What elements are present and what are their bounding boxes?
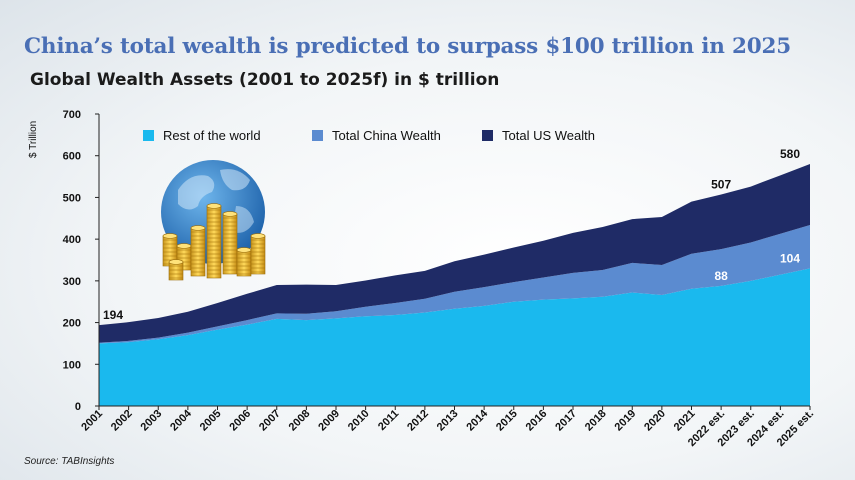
legend: Rest of the world Total China Wealth Total… xyxy=(143,128,595,143)
data-label: 88 xyxy=(714,269,728,283)
x-tick-label: 2012 xyxy=(405,408,431,434)
x-tick-label: 2013 xyxy=(435,408,461,434)
x-tick-label: 2005 xyxy=(198,408,224,434)
y-tick-label: 600 xyxy=(63,151,81,163)
x-tick-label: 2017 xyxy=(553,408,579,434)
x-tick-label: 2011 xyxy=(376,408,401,433)
y-axis-label: $ Trillion xyxy=(28,121,39,158)
legend-swatch xyxy=(312,130,323,141)
x-tick-label: 2021 xyxy=(672,408,698,434)
area-series-2 xyxy=(99,224,810,344)
coin-stack xyxy=(168,261,184,281)
chart-title: China’s total wealth is predicted to sur… xyxy=(24,34,791,59)
y-tick-label: 700 xyxy=(63,109,81,121)
x-tick-labels: 2001 2002 2003 2004 2005 2006 2007 2008 2009 2010… xyxy=(79,407,816,449)
data-label: 580 xyxy=(780,147,800,161)
x-tick-label: 2004 xyxy=(168,407,194,433)
y-tick-label: 200 xyxy=(63,318,81,330)
y-tick-label: 300 xyxy=(63,276,81,288)
data-label: 104 xyxy=(780,251,800,265)
legend-label: Total China Wealth xyxy=(332,128,441,143)
x-tick-label: 2020 xyxy=(642,408,668,434)
x-tick-label: 2002 xyxy=(109,408,135,434)
x-tick-label: 2007 xyxy=(257,408,283,434)
legend-swatch xyxy=(482,130,493,141)
source-note: Source: TABInsights xyxy=(24,456,115,467)
x-tick-label: 2014 xyxy=(464,407,490,433)
x-tick-label: 2015 xyxy=(494,408,520,434)
chart-axes xyxy=(95,113,811,410)
x-tick-label: 2019 xyxy=(613,408,639,434)
x-tick-label: 2008 xyxy=(287,408,313,434)
chart-subtitle: Global Wealth Assets (2001 to 2025f) in … xyxy=(30,70,500,90)
legend-label: Rest of the world xyxy=(163,128,261,143)
x-tick-label: 2009 xyxy=(316,408,342,434)
data-label: 194 xyxy=(103,308,123,322)
coin-stack xyxy=(222,213,238,275)
legend-label: Total US Wealth xyxy=(502,128,595,143)
x-tick-label: 2001 xyxy=(79,408,105,434)
data-annotations: 194 507 580 88 104 xyxy=(103,147,800,322)
legend-swatch xyxy=(143,130,154,141)
y-tick-label: 100 xyxy=(63,359,81,371)
y-tick-labels: 0 100 200 300 400 500 600 700 xyxy=(63,109,81,413)
y-tick-label: 400 xyxy=(63,234,81,246)
x-tick-label: 2003 xyxy=(139,408,165,434)
y-tick-label: 0 xyxy=(75,401,81,413)
x-tick-label: 2006 xyxy=(227,408,253,434)
series-areas xyxy=(99,164,810,406)
area-series-1 xyxy=(99,268,810,406)
data-label: 507 xyxy=(711,178,731,192)
area-series-3 xyxy=(99,164,810,343)
x-tick-label: 2018 xyxy=(583,408,609,434)
x-tick-label: 2016 xyxy=(524,408,550,434)
x-tick-label: 2010 xyxy=(346,408,372,434)
y-tick-label: 500 xyxy=(63,192,81,204)
globe-with-coins-icon xyxy=(161,160,266,281)
